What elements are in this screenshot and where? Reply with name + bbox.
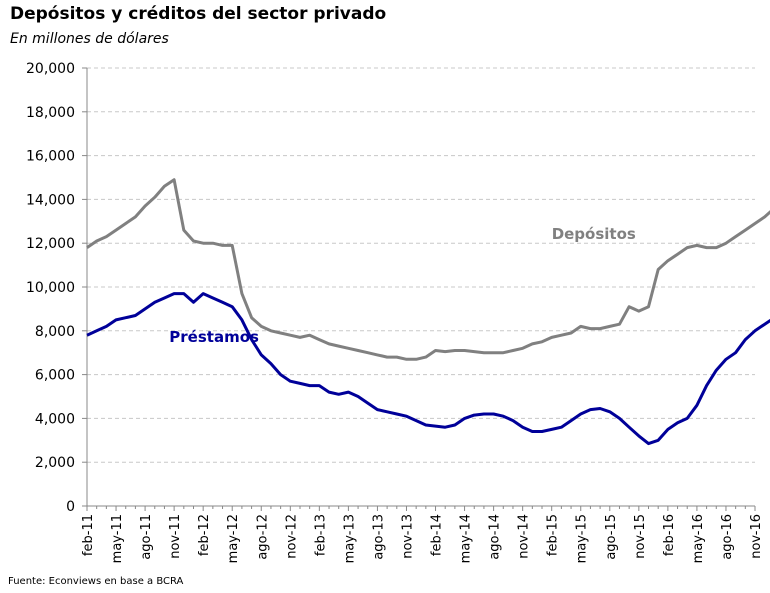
x-tick-label: nov-15 bbox=[633, 514, 648, 559]
x-tick-label: feb-14 bbox=[430, 514, 445, 556]
y-tick-label: 20,000 bbox=[26, 61, 75, 77]
x-tick-label: nov-11 bbox=[168, 514, 183, 559]
x-tick-label: may-14 bbox=[459, 514, 474, 563]
x-tick-label: feb-16 bbox=[662, 514, 677, 556]
x-tick-label: nov-12 bbox=[284, 514, 299, 559]
y-tick-label: 18,000 bbox=[26, 105, 75, 121]
y-tick-label: 8,000 bbox=[35, 324, 75, 340]
y-tick-label: 14,000 bbox=[26, 192, 75, 208]
series-label: Depósitos bbox=[552, 225, 636, 243]
x-tick-label: may-12 bbox=[226, 514, 241, 563]
x-tick-label: may-16 bbox=[691, 514, 706, 563]
x-tick-label: feb-11 bbox=[81, 514, 96, 556]
x-tick-label: ago-11 bbox=[139, 514, 154, 560]
x-tick-label: ago-16 bbox=[720, 514, 735, 560]
y-tick-label: 2,000 bbox=[35, 455, 75, 471]
y-tick-label: 6,000 bbox=[35, 368, 75, 384]
x-tick-label: feb-13 bbox=[313, 514, 328, 556]
chart-subtitle: En millones de dólares bbox=[10, 31, 169, 47]
y-tick-label: 12,000 bbox=[26, 236, 75, 252]
x-tick-label: ago-15 bbox=[604, 514, 619, 560]
source-note: Fuente: Econviews en base a BCRA bbox=[8, 576, 184, 587]
x-tick-label: may-15 bbox=[575, 514, 590, 563]
x-tick-label: ago-13 bbox=[371, 514, 386, 560]
series-label: Préstamos bbox=[169, 328, 259, 346]
x-tick-label: nov-14 bbox=[517, 514, 532, 559]
chart-title: Depósitos y créditos del sector privado bbox=[10, 4, 387, 24]
series-line-depositos bbox=[86, 178, 770, 361]
series-line-prestamos bbox=[86, 292, 770, 446]
y-tick-label: 0 bbox=[66, 499, 75, 515]
y-tick-label: 10,000 bbox=[26, 280, 75, 296]
x-tick-label: may-11 bbox=[110, 514, 125, 563]
x-tick-label: nov-16 bbox=[749, 514, 764, 559]
x-tick-label: ago-12 bbox=[255, 514, 270, 560]
x-tick-label: feb-12 bbox=[197, 514, 212, 556]
x-tick-label: feb-15 bbox=[546, 514, 561, 556]
x-tick-label: nov-13 bbox=[400, 514, 415, 559]
y-tick-label: 16,000 bbox=[26, 149, 75, 165]
x-tick-label: may-13 bbox=[342, 514, 357, 563]
y-tick-label: 4,000 bbox=[35, 411, 75, 427]
x-tick-label: ago-14 bbox=[488, 514, 503, 560]
